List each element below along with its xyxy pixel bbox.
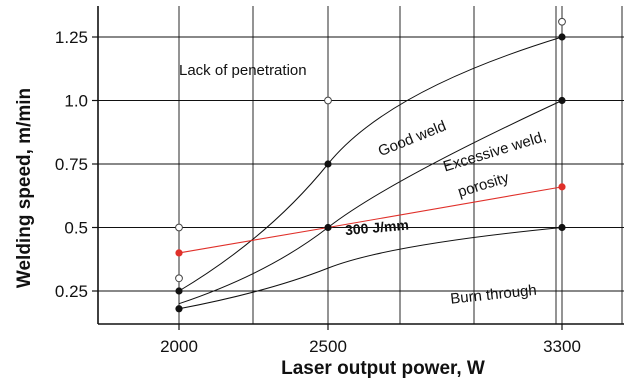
- point-filled: [175, 305, 183, 313]
- point-open: [324, 96, 332, 105]
- x-tick-label: 2000: [160, 337, 198, 356]
- point-open: [175, 223, 183, 232]
- y-tick-label: 0.25: [55, 282, 88, 301]
- data-markers: [175, 17, 566, 313]
- y-tick-label: 1.25: [55, 28, 88, 47]
- point-red: [175, 249, 183, 257]
- axes: 0.25 0.5 0.75 1.0 1.25 2000 2500 3300: [55, 6, 624, 356]
- point-filled: [558, 33, 566, 41]
- x-tick-label: 2500: [309, 337, 347, 356]
- point-filled: [324, 223, 332, 232]
- y-tick-label: 0.5: [64, 219, 88, 238]
- annotation-lack_of_penetration: Lack of penetration: [179, 62, 307, 79]
- series-middle_boundary: [178, 100, 563, 305]
- y-axis-title: Welding speed, m/min: [14, 88, 35, 288]
- x-axis-title: Laser output power, W: [281, 358, 485, 379]
- point-red: [558, 183, 566, 191]
- point-open: [558, 17, 566, 26]
- grid-lines: [98, 6, 624, 324]
- point-filled: [324, 160, 332, 168]
- point-filled: [175, 287, 183, 295]
- annotation-good_weld: Good weld: [376, 117, 449, 160]
- x-tick-label: 3300: [543, 337, 581, 356]
- y-tick-label: 1.0: [64, 92, 88, 111]
- y-tick-label: 0.75: [55, 155, 88, 174]
- point-open: [175, 274, 183, 283]
- annotation-excessive_weld_2: porosity: [456, 169, 512, 201]
- annotation-j_per_mm: 300 J/mm: [344, 217, 409, 239]
- annotation-excessive_weld_1: Excessive weld,: [441, 128, 548, 175]
- point-filled: [558, 223, 566, 232]
- point-filled: [558, 96, 566, 105]
- annotation-burn_through: Burn through: [449, 282, 537, 308]
- series-lower_boundary: [178, 227, 563, 310]
